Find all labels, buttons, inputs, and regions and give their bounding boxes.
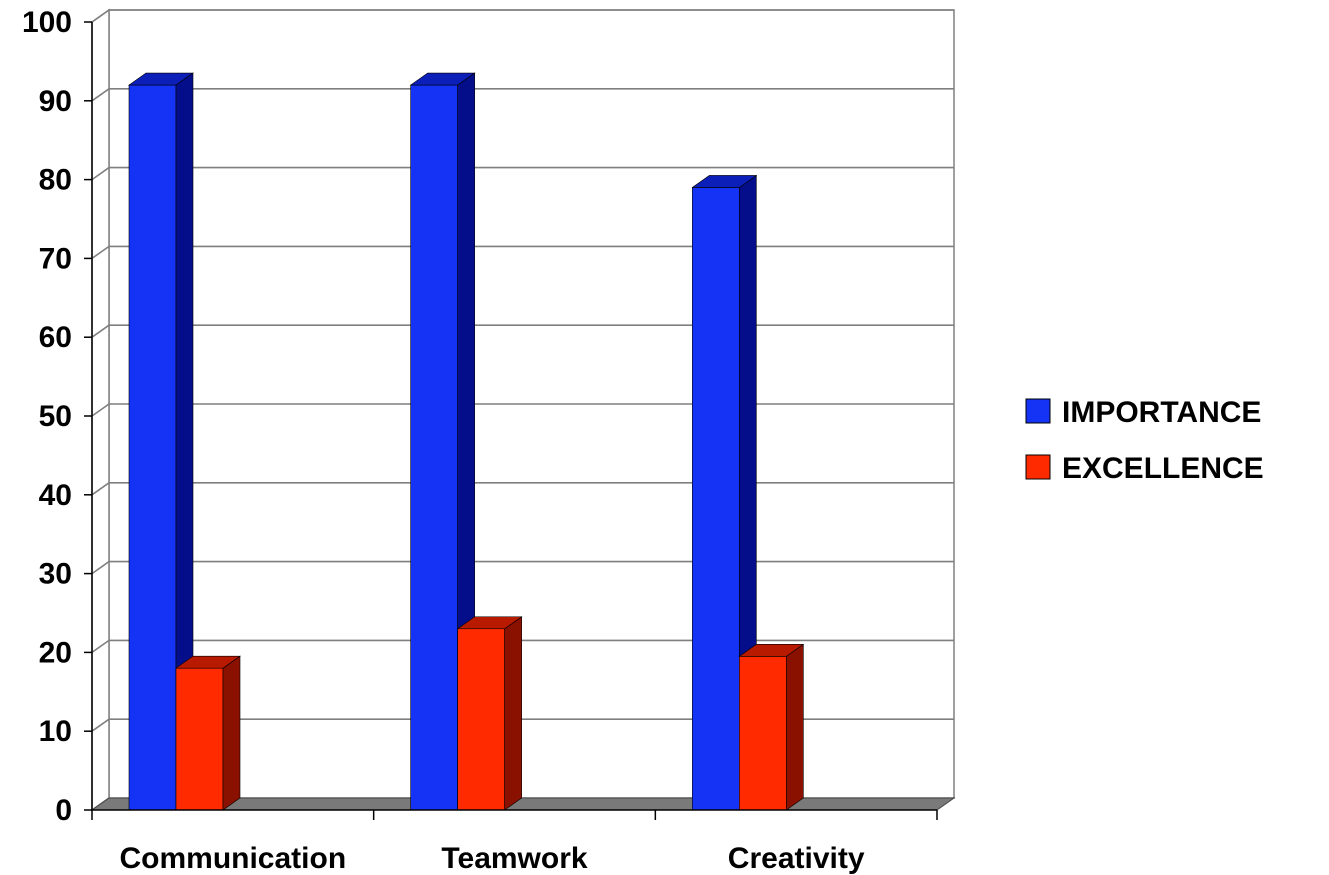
bar-top <box>175 655 241 669</box>
legend-item: EXCELLENCE <box>1025 452 1264 485</box>
gridline <box>91 166 954 181</box>
bar-excellence-communication <box>175 655 241 811</box>
bar-front <box>410 84 458 811</box>
y-tick-label: 0 <box>55 794 72 827</box>
y-tick-label: 60 <box>39 321 72 354</box>
x-axis-tick-labels: Communication Teamwork Creativity <box>119 842 864 875</box>
legend-label: IMPORTANCE <box>1062 396 1261 429</box>
bar-top <box>738 644 805 657</box>
bar-top <box>128 72 194 86</box>
gridline <box>91 403 954 417</box>
bar-top <box>691 175 758 188</box>
gridlines <box>91 9 954 732</box>
bars <box>128 72 805 811</box>
legend-item: IMPORTANCE <box>1025 396 1261 429</box>
bar-excellence-creativity <box>738 643 805 811</box>
bar-front <box>128 84 177 811</box>
gridline <box>91 560 954 575</box>
bar-front <box>175 667 224 811</box>
gridline <box>91 9 954 23</box>
gridline <box>91 324 954 338</box>
y-tick-label: 30 <box>39 558 72 591</box>
gridline <box>91 88 954 102</box>
y-tick-label: 40 <box>39 479 72 512</box>
y-tick-label: 90 <box>39 85 72 118</box>
y-axis-tick-labels: 0 10 20 30 40 50 60 70 80 90 100 <box>22 6 72 827</box>
legend-swatch <box>1025 398 1051 424</box>
y-tick-label: 100 <box>22 6 72 39</box>
y-tick-label: 50 <box>39 400 72 433</box>
legend-label: EXCELLENCE <box>1062 452 1264 485</box>
bar-front <box>457 628 505 811</box>
bar-importance-communication <box>128 72 194 811</box>
y-tick-label: 70 <box>39 242 72 275</box>
x-tick-label: Teamwork <box>441 842 587 875</box>
x-tick-label: Communication <box>119 842 346 875</box>
bar-excellence-teamwork <box>456 616 523 811</box>
gridline <box>91 481 954 496</box>
bar-front <box>739 656 787 811</box>
gridline <box>91 718 954 732</box>
bar-side <box>786 643 804 811</box>
legend-swatch <box>1025 454 1051 480</box>
bar-top <box>456 616 523 630</box>
legend: IMPORTANCE EXCELLENCE <box>1025 396 1264 485</box>
gridline <box>91 245 954 260</box>
y-tick-label: 20 <box>39 636 72 669</box>
y-tick-label: 80 <box>39 164 72 197</box>
axes <box>84 21 938 820</box>
x-tick-label: Creativity <box>728 842 865 875</box>
bar-side <box>504 616 522 811</box>
y-tick-label: 10 <box>39 715 72 748</box>
gridline <box>91 639 954 654</box>
bar-top <box>409 72 476 86</box>
bar-front <box>692 187 740 811</box>
bar-side <box>222 655 241 811</box>
